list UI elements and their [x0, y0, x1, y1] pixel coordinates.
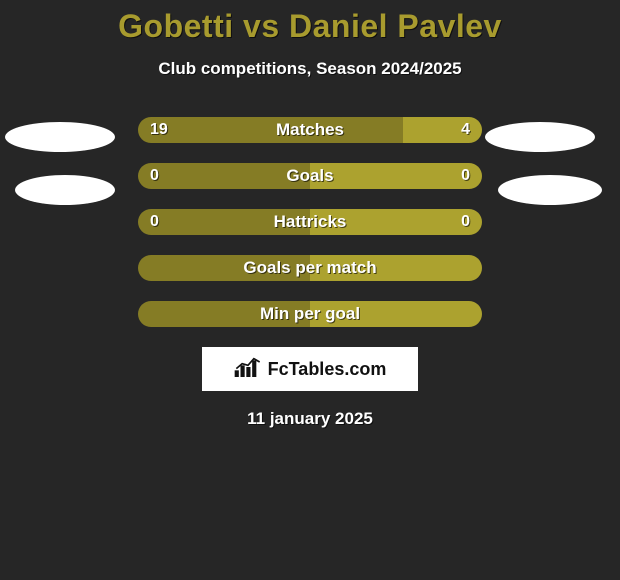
stat-rows: Matches194Goals00Hattricks00Goals per ma… [0, 117, 620, 327]
stat-row: Goals0 0 [138, 163, 482, 189]
stat-value-right: 0 [461, 209, 470, 235]
stat-value-right: 0 [461, 163, 470, 189]
stat-value-right: 4 [461, 117, 470, 143]
stat-label: Goals per match [138, 255, 482, 281]
stat-value-left: 19 [150, 117, 168, 143]
stat-row: Min per goal [138, 301, 482, 327]
watermark: FcTables.com [202, 347, 418, 391]
comparison-card: Gobetti vs Daniel Pavlev Club competitio… [0, 0, 620, 429]
card-date: 11 january 2025 [0, 409, 620, 429]
stat-label: Matches [138, 117, 482, 143]
card-subtitle: Club competitions, Season 2024/2025 [0, 59, 620, 79]
chart-icon [234, 357, 262, 382]
card-title: Gobetti vs Daniel Pavlev [0, 8, 620, 45]
stat-value-left: 0 [150, 209, 159, 235]
stat-row: Hattricks0 0 [138, 209, 482, 235]
stat-row: Matches19 4 [138, 117, 482, 143]
stat-label: Goals [138, 163, 482, 189]
stat-row: Goals per match [138, 255, 482, 281]
watermark-text: FcTables.com [268, 359, 387, 380]
stat-label: Min per goal [138, 301, 482, 327]
stat-value-left: 0 [150, 163, 159, 189]
stat-label: Hattricks [138, 209, 482, 235]
